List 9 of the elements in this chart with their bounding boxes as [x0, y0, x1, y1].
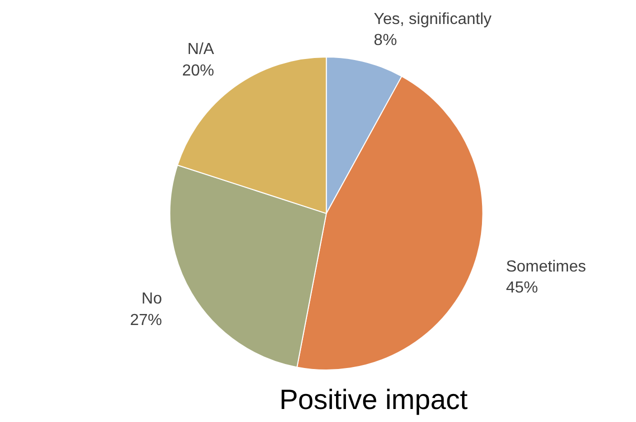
data-label: 20%	[182, 62, 214, 80]
slice-label: N/A	[187, 41, 214, 58]
data-label: 45%	[506, 280, 538, 297]
slice-label: No	[142, 290, 162, 308]
slice-label: Yes, significantly	[374, 10, 492, 28]
slice-label: Sometimes	[506, 258, 586, 276]
data-label: 8%	[374, 32, 397, 50]
data-label: 27%	[130, 312, 162, 329]
text: Positive impact	[279, 384, 468, 416]
